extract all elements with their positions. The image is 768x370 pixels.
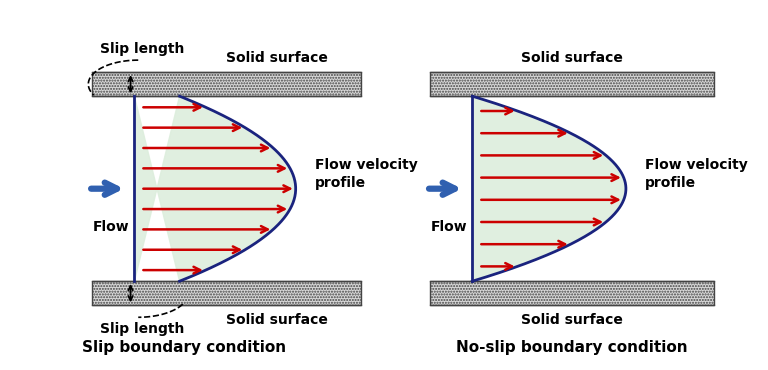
Text: Flow velocity
profile: Flow velocity profile [645,158,748,190]
Text: Solid surface: Solid surface [226,313,327,327]
Text: Solid surface: Solid surface [521,51,623,65]
Text: Solid surface: Solid surface [226,51,327,65]
Text: Flow velocity
profile: Flow velocity profile [315,158,418,190]
Text: Flow: Flow [431,220,468,234]
Text: Flow: Flow [93,220,130,234]
Text: No-slip boundary condition: No-slip boundary condition [456,340,688,355]
Bar [430,281,714,305]
Bar [430,72,714,96]
Bar [92,72,361,96]
Bar [92,281,361,305]
Text: Slip length: Slip length [100,41,184,55]
Polygon shape [472,96,626,281]
Text: Solid surface: Solid surface [521,313,623,327]
Text: Slip boundary condition: Slip boundary condition [82,340,286,355]
Text: Slip length: Slip length [100,322,184,336]
Polygon shape [134,96,296,281]
